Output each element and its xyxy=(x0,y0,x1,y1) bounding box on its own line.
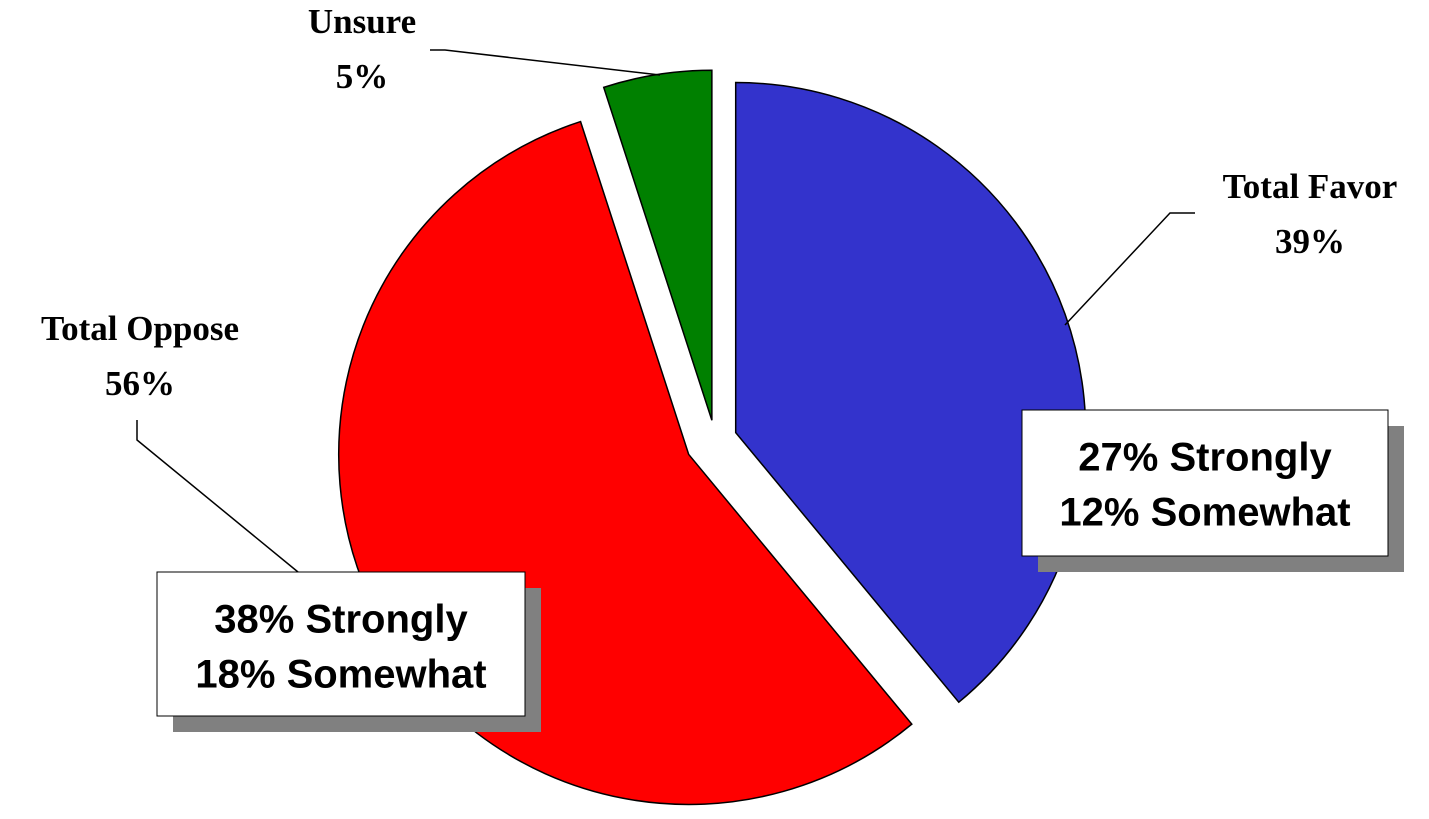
annotation: 12% Somewhat xyxy=(1059,491,1350,535)
slice-label: Total Favor xyxy=(1223,167,1398,206)
annotation-box xyxy=(1021,409,1389,557)
leader-line xyxy=(136,420,299,573)
annotation: 27% Strongly xyxy=(1078,436,1332,480)
annotation-box xyxy=(156,571,526,717)
pie-slice xyxy=(734,81,1087,704)
slice-value-label: 39% xyxy=(1275,222,1345,261)
slice-label: Total Oppose xyxy=(41,309,239,348)
leader-line xyxy=(430,49,661,76)
annotation: 38% Strongly xyxy=(214,598,468,642)
slice-value-label: 56% xyxy=(105,364,175,403)
slice-label: Unsure xyxy=(308,2,416,41)
leader-line xyxy=(1064,212,1195,326)
annotation: 18% Somewhat xyxy=(195,653,486,697)
slice-value-label: 5% xyxy=(336,57,389,96)
